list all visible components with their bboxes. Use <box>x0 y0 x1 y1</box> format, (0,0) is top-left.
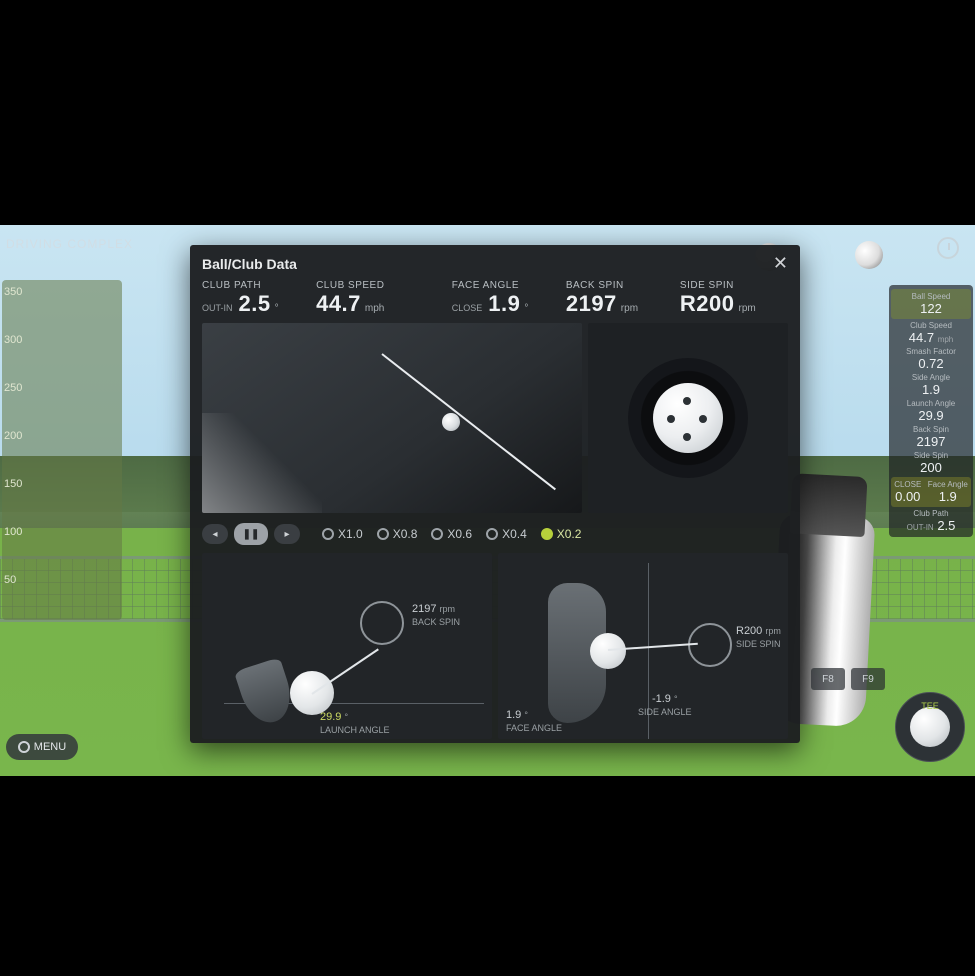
side-stat: Club Speed44.7 mph <box>891 321 971 345</box>
side-angle-value: -1.9 <box>652 693 671 705</box>
side-stat-path: Club PathOUT-IN 2.5 <box>891 509 971 533</box>
chart-tick: 300 <box>4 334 22 346</box>
function-keys: F8 F9 <box>811 668 885 690</box>
speed-option[interactable]: X0.8 <box>377 527 418 541</box>
stat-face-angle: FACE ANGLE CLOSE1.9° <box>452 280 560 317</box>
fn-key[interactable]: F8 <box>811 668 845 690</box>
distance-chart: 350 300 250 200 150 100 50 <box>2 280 122 620</box>
golf-ball-icon <box>910 707 950 747</box>
modal-title: Ball/Club Data <box>202 256 297 272</box>
pause-button[interactable]: ❚❚ <box>234 523 268 545</box>
stat-label: SIDE SPIN <box>680 280 788 291</box>
side-stat: Launch Angle29.9 <box>891 399 971 423</box>
stat-back-spin: BACK SPIN 2197rpm <box>566 280 674 317</box>
side-stat-face: CLOSE0.00 Face Angle1.9 <box>891 477 971 507</box>
mode-label: DRIVING COMPLEX <box>6 237 133 251</box>
face-angle-value: 1.9 <box>506 709 521 721</box>
speed-option[interactable]: X0.6 <box>431 527 472 541</box>
close-icon[interactable]: ✕ <box>773 253 788 274</box>
side-stat: Smash Factor0.72 <box>891 347 971 371</box>
playback-controls: ◂ ❚❚ ▸ X1.0 X0.8 X0.6 X0.4 X0.2 <box>190 513 800 553</box>
menu-button[interactable]: MENU <box>6 734 78 760</box>
stat-label: CLUB PATH <box>202 280 310 291</box>
gear-icon <box>18 741 30 753</box>
stat-side-spin: SIDE SPIN R200rpm <box>680 280 788 317</box>
stats-row: CLUB PATH OUT-IN2.5° CLUB SPEED 44.7mph … <box>190 278 800 323</box>
launch-angle-value: 29.9 <box>320 711 341 723</box>
stat-club-path: CLUB PATH OUT-IN2.5° <box>202 280 310 317</box>
back-spin-value: 2197 <box>412 603 436 615</box>
launch-diagram: 2197 rpm BACK SPIN 29.9 ° LAUNCH ANGLE <box>202 553 492 739</box>
side-stat: Back Spin2197 <box>891 425 971 449</box>
speed-option[interactable]: X1.0 <box>322 527 363 541</box>
spin-view <box>588 323 788 513</box>
step-back-button[interactable]: ◂ <box>202 524 228 544</box>
chart-tick: 350 <box>4 286 22 298</box>
speed-radio-group: X1.0 X0.8 X0.6 X0.4 X0.2 <box>322 527 581 541</box>
chart-tick: 50 <box>4 574 16 586</box>
stat-label: FACE ANGLE <box>452 280 560 291</box>
ball-club-data-modal: Ball/Club Data ✕ CLUB PATH OUT-IN2.5° CL… <box>190 245 800 743</box>
stat-label: CLUB SPEED <box>316 280 446 291</box>
impact-camera-view <box>202 323 582 513</box>
stat-label: BACK SPIN <box>566 280 674 291</box>
chart-tick: 200 <box>4 430 22 442</box>
chart-tick: 250 <box>4 382 22 394</box>
side-stat: Side Angle1.9 <box>891 373 971 397</box>
chart-tick: 150 <box>4 478 22 490</box>
side-stat: Side Spin200 <box>891 451 971 475</box>
side-stat: Ball Speed122 <box>891 289 971 319</box>
stat-club-speed: CLUB SPEED 44.7mph <box>316 280 446 317</box>
step-fwd-button[interactable]: ▸ <box>274 524 300 544</box>
simulator-scene: DRIVING COMPLEX 350 300 250 200 150 100 … <box>0 225 975 776</box>
menu-label: MENU <box>34 741 66 753</box>
side-spin-value: R200 <box>736 625 762 637</box>
history-icon[interactable] <box>937 237 959 259</box>
speed-option[interactable]: X0.4 <box>486 527 527 541</box>
chart-tick: 100 <box>4 526 22 538</box>
side-stats-panel: Ball Speed122 Club Speed44.7 mph Smash F… <box>889 285 973 537</box>
tee-label: TEE <box>921 701 939 711</box>
tee-ball-button[interactable]: TEE <box>895 692 965 762</box>
spin-ball-icon <box>653 383 723 453</box>
speed-option-selected[interactable]: X0.2 <box>541 527 582 541</box>
fn-key[interactable]: F9 <box>851 668 885 690</box>
face-diagram: R200 rpm SIDE SPIN -1.9 ° SIDE ANGLE 1.9… <box>498 553 788 739</box>
